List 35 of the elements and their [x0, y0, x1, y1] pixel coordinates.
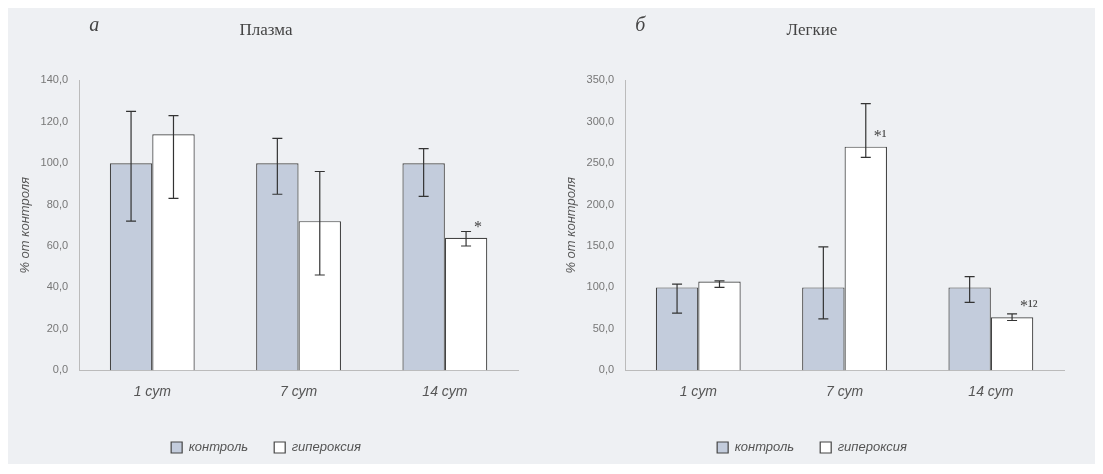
y-tick-label: 140,0 — [40, 73, 69, 86]
x-tick-label: 7 сут — [279, 383, 318, 400]
y-tick-label: 60,0 — [46, 239, 69, 252]
y-tick-label: 100,0 — [586, 280, 615, 293]
text: а — [89, 13, 100, 36]
y-tick-label: 0,0 — [52, 363, 69, 376]
chart-title: Легкие — [786, 19, 838, 39]
legend-label: контроль — [188, 439, 249, 455]
x-tick-label: 14 сут — [968, 383, 1014, 400]
x-tick-label: 7 сут — [825, 383, 864, 400]
y-tick-label: 0,0 — [598, 363, 615, 376]
y-tick-label: 150,0 — [586, 239, 615, 252]
y-tick-label: 120,0 — [40, 114, 69, 127]
legend-label: гипероксия — [291, 439, 361, 455]
y-axis-title: % от контроля — [563, 177, 579, 274]
y-tick-label: 20,0 — [46, 321, 69, 334]
y-tick-label: 350,0 — [586, 73, 615, 86]
y-tick-label: 40,0 — [46, 280, 69, 293]
y-tick-label: 80,0 — [46, 197, 69, 210]
legend-label: гипероксия — [837, 439, 907, 455]
y-tick-label: 200,0 — [586, 197, 615, 210]
chart-title: Плазма — [239, 19, 293, 39]
legend-label: контроль — [734, 439, 795, 455]
x-tick-label: 14 сут — [422, 383, 468, 400]
x-tick-label: 1 сут — [133, 383, 172, 400]
y-tick-label: 50,0 — [592, 321, 615, 334]
y-tick-label: 300,0 — [586, 114, 615, 127]
y-tick-label: 250,0 — [586, 156, 615, 169]
y-tick-label: 100,0 — [40, 156, 69, 169]
annotation: * — [474, 217, 483, 235]
y-axis-title: % от контроля — [17, 177, 33, 274]
annotation: *¹² — [1020, 297, 1038, 315]
text: б — [635, 13, 647, 36]
x-tick-label: 1 сут — [679, 383, 718, 400]
annotation: *¹ — [873, 126, 887, 144]
